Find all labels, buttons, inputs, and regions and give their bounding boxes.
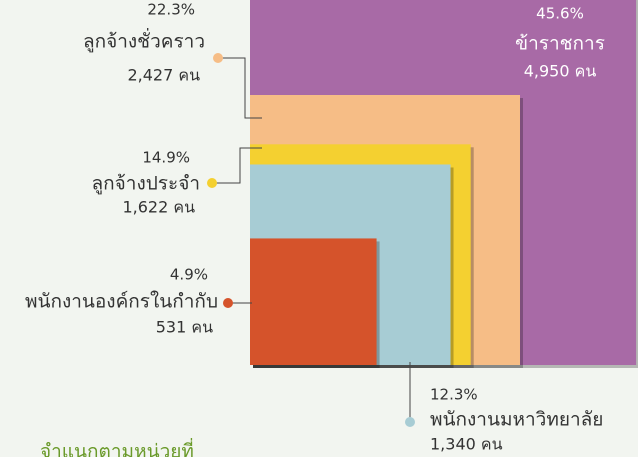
label-dot bbox=[405, 417, 415, 427]
percent-label: 12.3% bbox=[430, 386, 478, 404]
category-label: พนักงานองค์กรในกำกับ bbox=[25, 291, 218, 313]
caption: จำแนกตามหน่วยที่ bbox=[40, 438, 194, 457]
count-label: 1,340 คน bbox=[430, 435, 503, 454]
count-label: 531 คน bbox=[156, 318, 213, 337]
label-dot bbox=[207, 178, 217, 188]
category-label: ข้าราชการ bbox=[515, 33, 605, 55]
count-label: 1,622 คน bbox=[122, 198, 195, 217]
category-label: ลูกจ้างชั่วคราว bbox=[83, 28, 205, 53]
count-label: 4,950 คน bbox=[524, 62, 597, 81]
percent-label: 22.3% bbox=[147, 1, 195, 19]
percent-label: 14.9% bbox=[142, 149, 190, 167]
leader-line bbox=[212, 147, 262, 184]
percent-label: 4.9% bbox=[170, 266, 208, 284]
category-label: พนักงานมหาวิทยาลัย bbox=[430, 409, 603, 431]
leader-line bbox=[218, 57, 262, 119]
percent-label: 45.6% bbox=[536, 5, 584, 23]
label-dot bbox=[223, 298, 233, 308]
label-dot bbox=[213, 53, 223, 63]
category-label: ลูกจ้างประจำ bbox=[92, 173, 201, 195]
square bbox=[250, 238, 377, 365]
count-label: 2,427 คน bbox=[127, 66, 200, 85]
